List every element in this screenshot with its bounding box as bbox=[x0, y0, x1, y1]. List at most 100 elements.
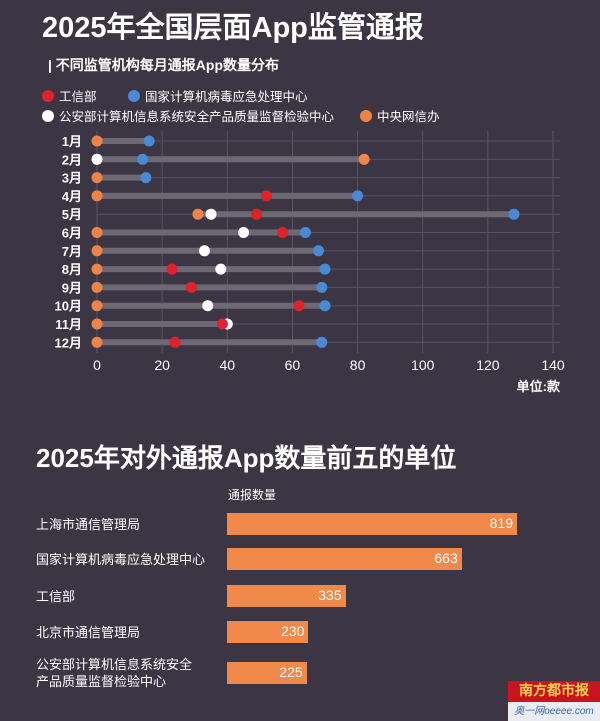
dot-range-chart: 0 20 40 60 80 100 120 140 1月 2月 3月 4月 5月 6月 7月 8月 9月 10月 1… bbox=[55, 131, 565, 373]
bar: 230 bbox=[227, 621, 309, 643]
data-point bbox=[140, 172, 152, 184]
bar-value-label: 663 bbox=[434, 550, 458, 566]
bar: 663 bbox=[227, 548, 462, 570]
bar-category-label: 北京市通信管理局 bbox=[36, 624, 140, 641]
month-label: 4月 bbox=[62, 189, 82, 204]
month-label: 2月 bbox=[62, 152, 82, 167]
x-tick-label: 20 bbox=[154, 357, 170, 373]
data-point bbox=[192, 208, 204, 220]
x-tick-label: 40 bbox=[219, 357, 235, 373]
data-point bbox=[251, 208, 263, 220]
white-dot-icon bbox=[42, 109, 54, 122]
x-tick-label: 100 bbox=[411, 357, 435, 373]
legend-item-cac: 中央网信办 bbox=[360, 106, 440, 125]
legend-item-mps: 公安部计算机信息系统安全产品质量监督检验中心 bbox=[42, 106, 334, 125]
x-tick-label: 60 bbox=[285, 357, 301, 373]
data-point bbox=[316, 281, 328, 293]
bar-value-label: 335 bbox=[318, 587, 342, 603]
data-point bbox=[299, 227, 311, 238]
data-point bbox=[352, 190, 364, 202]
label-line: 国家计算机病毒应急处理中心 bbox=[36, 551, 206, 567]
orange-dot-icon bbox=[360, 109, 372, 122]
label-line: 上海市通信管理局 bbox=[36, 516, 141, 532]
month-label: 10月 bbox=[55, 299, 82, 314]
data-point bbox=[166, 263, 178, 275]
page-title: 2025年全国层面App监管通报 bbox=[42, 12, 424, 44]
month-label: 3月 bbox=[62, 171, 82, 186]
label-line: 产品质量监督检验中心 bbox=[36, 674, 167, 689]
newspaper-logo: 南方都市报 奥一网oeeee.com bbox=[508, 681, 600, 721]
data-point bbox=[91, 190, 103, 202]
legend-label: 工信部 bbox=[59, 90, 97, 104]
data-point bbox=[91, 172, 103, 184]
month-label: 7月 bbox=[62, 244, 82, 259]
label-line: 工信部 bbox=[36, 588, 76, 604]
label-line: 公安部计算机信息系统安全 bbox=[36, 657, 193, 672]
data-point bbox=[91, 263, 103, 275]
bar-value-header: 通报数量 bbox=[228, 488, 277, 502]
bar: 225 bbox=[227, 662, 307, 684]
data-point bbox=[185, 281, 197, 293]
bar-category-label: 国家计算机病毒应急处理中心 bbox=[36, 551, 205, 568]
bar-value-label: 819 bbox=[489, 515, 513, 531]
data-point bbox=[260, 190, 272, 202]
data-point bbox=[91, 135, 103, 147]
data-point bbox=[137, 153, 149, 165]
section-title: 2025年对外通报App数量前五的单位 bbox=[36, 443, 457, 473]
legend-label: 中央网信办 bbox=[377, 110, 440, 124]
month-label: 12月 bbox=[55, 335, 82, 350]
data-point bbox=[143, 135, 155, 147]
data-point bbox=[215, 263, 227, 275]
bar-category-label: 公安部计算机信息系统安全 产品质量监督检验中心 bbox=[36, 656, 192, 690]
month-label: 11月 bbox=[55, 317, 82, 332]
data-point bbox=[312, 245, 324, 257]
logo-name: 南方都市报 bbox=[508, 681, 600, 702]
x-tick-label: 80 bbox=[350, 357, 366, 373]
label-line: 北京市通信管理局 bbox=[36, 624, 141, 640]
legend-label: 公安部计算机信息系统安全产品质量监督检验中心 bbox=[59, 110, 335, 124]
data-point bbox=[91, 245, 103, 257]
data-point bbox=[202, 300, 214, 312]
legend-item-miit: 工信部 bbox=[42, 86, 97, 105]
data-point bbox=[91, 227, 103, 238]
data-point bbox=[316, 336, 328, 348]
logo-site: 奥一网oeeee.com bbox=[508, 702, 600, 721]
chart-subtitle: | 不同监管机构每月通报App数量分布 bbox=[48, 57, 280, 73]
blue-dot-icon bbox=[128, 89, 140, 102]
data-point bbox=[319, 263, 331, 275]
bar-value-label: 230 bbox=[281, 623, 305, 639]
x-tick-label: 140 bbox=[541, 357, 565, 373]
bar-value-label: 225 bbox=[279, 664, 303, 680]
data-point bbox=[293, 300, 305, 312]
data-point bbox=[238, 227, 250, 238]
data-point bbox=[205, 208, 217, 220]
red-dot-icon bbox=[42, 89, 54, 102]
month-label: 9月 bbox=[62, 280, 82, 295]
data-point bbox=[358, 153, 370, 165]
bar-category-label: 上海市通信管理局 bbox=[36, 516, 140, 533]
data-point bbox=[198, 245, 210, 257]
data-point bbox=[508, 208, 520, 220]
month-label: 8月 bbox=[62, 262, 82, 277]
legend-label: 国家计算机病毒应急处理中心 bbox=[145, 90, 308, 104]
bar: 335 bbox=[227, 585, 346, 607]
month-label: 1月 bbox=[62, 134, 82, 149]
data-point bbox=[91, 336, 103, 348]
x-tick-label: 0 bbox=[93, 357, 101, 373]
data-point bbox=[91, 300, 103, 312]
bar-category-label: 工信部 bbox=[36, 588, 75, 605]
data-point bbox=[91, 281, 103, 293]
unit-label: 单位:款 bbox=[516, 379, 560, 394]
bar: 819 bbox=[227, 513, 517, 535]
x-tick-label: 120 bbox=[476, 357, 500, 373]
data-point bbox=[216, 318, 228, 330]
data-point bbox=[319, 300, 331, 312]
month-label: 5月 bbox=[62, 207, 82, 222]
data-point bbox=[169, 336, 181, 348]
month-label: 6月 bbox=[62, 226, 82, 241]
data-point bbox=[277, 227, 289, 238]
legend-item-cverc: 国家计算机病毒应急处理中心 bbox=[128, 86, 308, 105]
data-point bbox=[91, 318, 103, 330]
data-point bbox=[91, 153, 103, 165]
